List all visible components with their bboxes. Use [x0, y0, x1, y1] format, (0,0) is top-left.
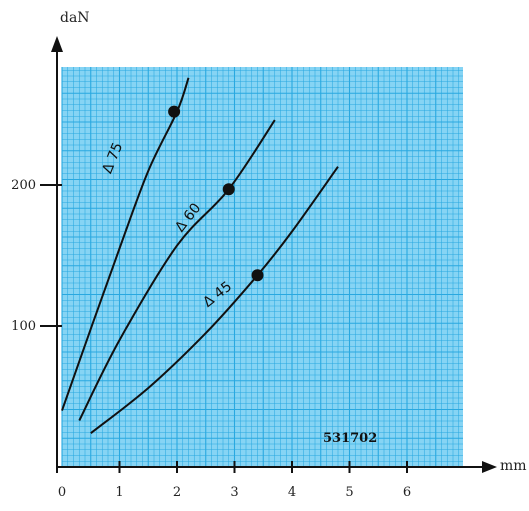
chart-reference-code: 531702: [323, 431, 377, 446]
x-tick-label: 0: [58, 485, 66, 500]
y-axis: 100 200: [11, 36, 63, 473]
x-axis: 0 1 2 3 4 5 6: [56, 461, 497, 500]
x-tick-label: 2: [173, 485, 181, 500]
x-tick-label: 5: [345, 485, 353, 500]
plot-background: [62, 67, 463, 467]
y-axis-arrow-icon: [51, 36, 63, 52]
x-tick-label: 1: [115, 485, 123, 500]
series-line: [90, 166, 339, 434]
y-tick-label: 200: [11, 178, 36, 193]
series-marker-point: [251, 269, 264, 282]
x-axis-unit: mm: [500, 458, 527, 474]
series-marker-point: [222, 183, 235, 196]
x-axis-arrow-icon: [482, 461, 497, 473]
series-line: [78, 119, 276, 421]
series-marker-point: [168, 105, 181, 118]
y-axis-unit: daN: [60, 10, 90, 26]
y-tick-label: 100: [11, 319, 36, 334]
x-tick-label: 3: [230, 485, 238, 500]
x-tick-label: 4: [288, 485, 296, 500]
minor-grid: [62, 67, 463, 467]
x-tick-label: 6: [403, 485, 411, 500]
